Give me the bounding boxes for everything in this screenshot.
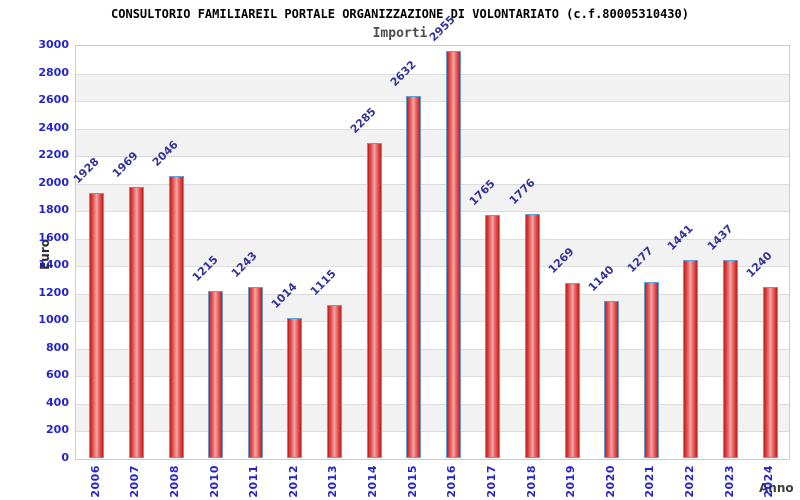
gridline	[76, 183, 789, 185]
gridline	[76, 348, 789, 350]
plot-band	[76, 266, 789, 294]
x-tick-label: 2021	[643, 465, 656, 498]
y-tick-label: 2200	[38, 148, 69, 162]
plot-band	[76, 321, 789, 349]
x-tick-label: 2007	[128, 465, 141, 498]
y-tick-label: 2400	[38, 120, 69, 134]
x-tick-label: 2019	[564, 465, 577, 498]
bar	[129, 187, 144, 458]
gridline	[76, 431, 789, 433]
gridline	[76, 238, 789, 240]
y-tick-label: 2600	[38, 93, 69, 107]
x-tick-label: 2022	[683, 465, 696, 498]
bar	[406, 96, 421, 458]
gridline	[76, 101, 789, 103]
plot-area	[75, 45, 790, 460]
plot-band	[76, 293, 789, 322]
plot-band	[76, 73, 789, 102]
bar	[565, 283, 580, 458]
plot-band	[76, 348, 789, 377]
x-axis-title: Anno	[759, 481, 794, 495]
gridline	[76, 293, 789, 295]
bar	[644, 282, 659, 458]
gridline	[76, 211, 789, 213]
bar	[525, 214, 540, 458]
bar	[763, 287, 778, 458]
x-tick-label: 2015	[406, 465, 419, 498]
plot-band	[76, 238, 789, 267]
y-tick-label: 1400	[38, 258, 69, 272]
x-tick-label: 2006	[89, 465, 102, 498]
plot-band	[76, 46, 789, 74]
plot-band	[76, 431, 789, 459]
gridline	[76, 73, 789, 75]
x-tick-label: 2023	[723, 465, 736, 498]
y-tick-label: 1000	[38, 313, 69, 327]
y-tick-label: 200	[46, 423, 69, 437]
y-tick-label: 1600	[38, 230, 69, 244]
y-tick-label: 400	[46, 395, 69, 409]
x-tick-label: 2013	[326, 465, 339, 498]
bar	[367, 143, 382, 458]
gridline	[76, 321, 789, 323]
chart-subtitle: Importi	[372, 26, 428, 41]
chart-title: CONSULTORIO FAMILIAREIL PORTALE ORGANIZZ…	[111, 7, 689, 21]
bar	[604, 301, 619, 458]
bar	[327, 305, 342, 458]
bar	[169, 176, 184, 458]
plot-band	[76, 156, 789, 184]
x-tick-label: 2012	[287, 465, 300, 498]
bar	[723, 260, 738, 458]
x-tick-label: 2010	[208, 465, 221, 498]
y-tick-label: 0	[61, 451, 69, 464]
y-tick-label: 1200	[38, 285, 69, 299]
y-tick-label: 600	[46, 368, 69, 382]
plot-band	[76, 376, 789, 404]
x-tick-label: 2017	[485, 465, 498, 498]
gridline	[76, 403, 789, 405]
plot-band	[76, 183, 789, 212]
plot-band	[76, 403, 789, 432]
x-tick-label: 2014	[366, 465, 379, 498]
bar	[683, 260, 698, 458]
bar	[485, 215, 500, 458]
y-tick-label: 1800	[38, 203, 69, 217]
x-tick-label: 2020	[604, 465, 617, 498]
y-tick-label: 2800	[38, 65, 69, 79]
x-tick-label: 2016	[445, 465, 458, 498]
x-tick-label: 2018	[525, 465, 538, 498]
plot-band	[76, 128, 789, 157]
gridline	[76, 156, 789, 158]
bar	[446, 51, 461, 458]
bar	[89, 193, 104, 458]
bar	[287, 318, 302, 458]
y-tick-label: 800	[46, 340, 69, 354]
x-tick-label: 2008	[168, 465, 181, 498]
bar	[248, 287, 263, 458]
plot-band	[76, 211, 789, 239]
bar	[208, 291, 223, 458]
gridline	[76, 266, 789, 268]
gridline	[76, 376, 789, 378]
gridline	[76, 128, 789, 130]
x-tick-label: 2024	[762, 465, 775, 498]
x-tick-label: 2011	[247, 465, 260, 498]
plot-band	[76, 101, 789, 129]
y-tick-label: 3000	[38, 38, 69, 51]
y-tick-label: 2000	[38, 175, 69, 189]
